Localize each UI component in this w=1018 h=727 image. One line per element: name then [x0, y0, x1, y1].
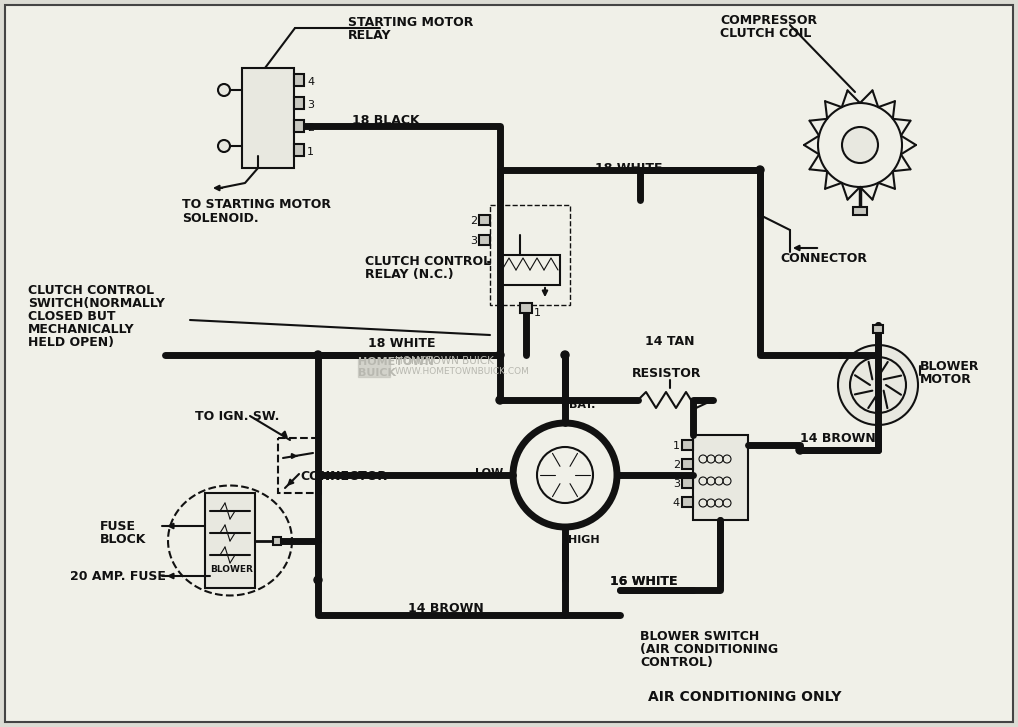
Text: 3: 3 — [673, 479, 680, 489]
Bar — [682, 478, 693, 488]
Text: RELAY (N.C.): RELAY (N.C.) — [365, 268, 454, 281]
Bar — [358, 355, 390, 377]
Bar — [853, 207, 867, 215]
Text: HOMETOWN BUICK: HOMETOWN BUICK — [395, 356, 494, 366]
Text: 2: 2 — [307, 123, 315, 133]
Text: HIGH: HIGH — [568, 535, 600, 545]
Text: CONTROL): CONTROL) — [640, 656, 713, 669]
Text: MECHANICALLY: MECHANICALLY — [29, 323, 134, 336]
Bar — [294, 97, 304, 109]
Text: TO IGN. SW.: TO IGN. SW. — [195, 410, 279, 423]
Text: STARTING MOTOR: STARTING MOTOR — [348, 16, 473, 29]
Bar — [479, 215, 490, 225]
Text: BUICK: BUICK — [358, 368, 396, 378]
Circle shape — [561, 351, 569, 359]
Text: 4: 4 — [673, 498, 680, 508]
Bar — [294, 120, 304, 132]
Text: SOLENOID.: SOLENOID. — [182, 212, 259, 225]
Text: CLUTCH COIL: CLUTCH COIL — [720, 27, 811, 40]
Bar — [693, 435, 748, 520]
Text: 4: 4 — [307, 77, 315, 87]
Bar — [682, 459, 693, 469]
Bar — [500, 255, 560, 285]
Text: HELD OPEN): HELD OPEN) — [29, 336, 114, 349]
Text: CONNECTOR: CONNECTOR — [300, 470, 387, 483]
Text: RELAY: RELAY — [348, 29, 392, 42]
Text: 3: 3 — [470, 236, 477, 246]
Bar — [490, 205, 570, 305]
Text: 18 WHITE: 18 WHITE — [595, 162, 663, 175]
Text: HOMETOWN: HOMETOWN — [358, 357, 434, 367]
Text: 14 BROWN: 14 BROWN — [800, 432, 875, 445]
Bar — [294, 74, 304, 86]
Text: CONNECTOR: CONNECTOR — [780, 252, 867, 265]
Text: 18 BLACK: 18 BLACK — [352, 114, 419, 127]
Text: COMPRESSOR: COMPRESSOR — [720, 14, 817, 27]
Bar — [278, 438, 318, 493]
Bar — [294, 144, 304, 156]
Text: AIR CONDITIONING ONLY: AIR CONDITIONING ONLY — [648, 690, 842, 704]
Circle shape — [496, 351, 504, 359]
Bar — [479, 235, 490, 245]
Circle shape — [496, 396, 504, 404]
Circle shape — [756, 166, 764, 174]
Text: LOW: LOW — [475, 468, 503, 478]
Text: RESISTOR: RESISTOR — [632, 367, 701, 380]
Text: 1: 1 — [534, 308, 541, 318]
Text: FUSE: FUSE — [100, 520, 136, 533]
Circle shape — [796, 446, 804, 454]
Bar — [520, 303, 532, 313]
Text: SWITCH(NORMALLY: SWITCH(NORMALLY — [29, 297, 165, 310]
Text: BLOWER SWITCH: BLOWER SWITCH — [640, 630, 759, 643]
Circle shape — [218, 84, 230, 96]
Text: BLOWER: BLOWER — [210, 565, 252, 574]
Text: 20 AMP. FUSE: 20 AMP. FUSE — [70, 570, 166, 583]
Text: 1: 1 — [307, 147, 314, 157]
Text: 2: 2 — [673, 460, 680, 470]
Text: MOTOR: MOTOR — [920, 373, 972, 386]
Text: 14 BROWN: 14 BROWN — [408, 602, 484, 615]
Text: CLUTCH CONTROL: CLUTCH CONTROL — [29, 284, 154, 297]
Text: BLOCK: BLOCK — [100, 533, 147, 546]
Bar — [273, 537, 281, 545]
Text: (AIR CONDITIONING: (AIR CONDITIONING — [640, 643, 778, 656]
Bar — [873, 325, 883, 333]
Circle shape — [842, 127, 878, 163]
Bar — [205, 493, 254, 588]
Text: 18 WHITE: 18 WHITE — [367, 337, 436, 350]
Text: 16 WHITE: 16 WHITE — [610, 575, 678, 588]
Text: 1: 1 — [673, 441, 680, 451]
Text: TO STARTING MOTOR: TO STARTING MOTOR — [182, 198, 331, 211]
Text: 14 TAN: 14 TAN — [645, 335, 694, 348]
Text: BAT.: BAT. — [569, 400, 596, 410]
Bar — [682, 497, 693, 507]
Text: CLOSED BUT: CLOSED BUT — [29, 310, 115, 323]
Text: 3: 3 — [307, 100, 314, 110]
Text: CLUTCH CONTROL: CLUTCH CONTROL — [365, 255, 491, 268]
Circle shape — [218, 140, 230, 152]
Text: 16 WHITE: 16 WHITE — [610, 575, 678, 588]
Bar — [682, 440, 693, 450]
Bar — [242, 68, 294, 168]
Circle shape — [314, 576, 322, 584]
Circle shape — [314, 351, 322, 359]
Text: BLOWER: BLOWER — [920, 360, 979, 373]
Text: WWW.HOMETOWNBUICK.COM: WWW.HOMETOWNBUICK.COM — [395, 367, 530, 376]
Circle shape — [838, 345, 918, 425]
Text: 2: 2 — [470, 216, 477, 226]
